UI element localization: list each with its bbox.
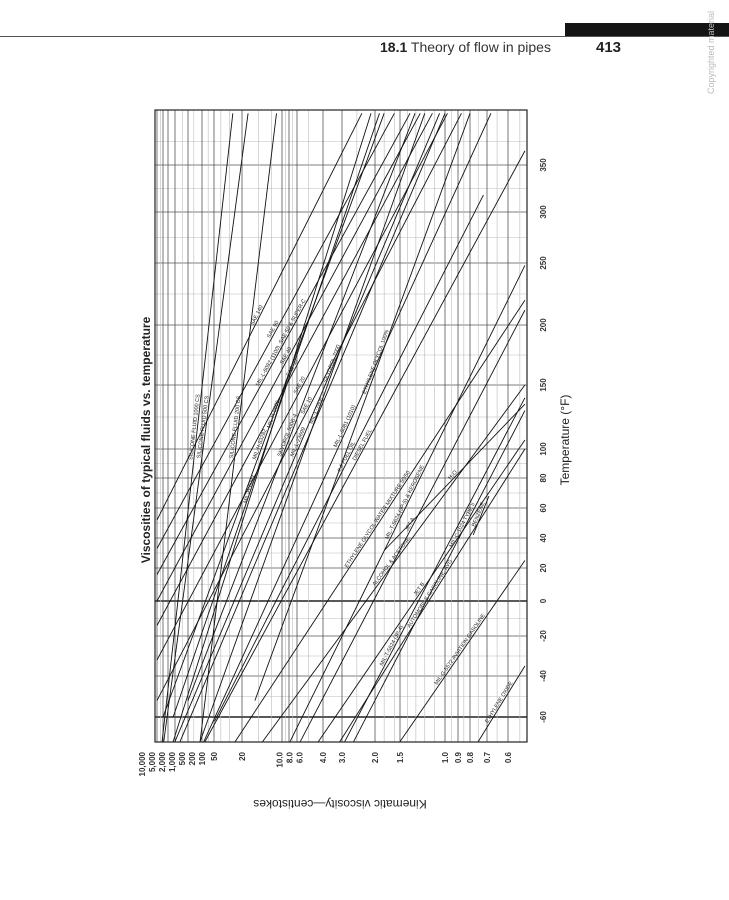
y-tick-label: 2.0 — [371, 751, 380, 763]
series-line — [353, 410, 526, 742]
series-line — [163, 113, 249, 742]
series-line — [174, 113, 440, 742]
series-line — [204, 150, 526, 742]
x-tick-label: 80 — [539, 473, 548, 482]
series-label: MIL-H-6083 — [243, 475, 257, 505]
series-label: MIL-H-5606 — [266, 400, 281, 429]
y-tick-label: 100 — [198, 751, 207, 765]
series-label: MIL-G-5572 AVIATION GASOLINE — [434, 613, 487, 687]
series-line — [187, 113, 416, 701]
series-line — [344, 397, 526, 742]
series-label: ETHYLENE OXIDE — [484, 680, 514, 724]
series-label: MIL-T-5624 (JP-4) — [379, 625, 405, 667]
series-line — [156, 113, 421, 602]
y-tick-label: 5,000 — [148, 751, 157, 772]
series-label: ETHYLENE GLYCOL WATER MIXTURE 50/50 — [344, 470, 412, 569]
y-tick-label: 3.0 — [338, 751, 347, 763]
series-line — [299, 309, 526, 742]
y-tick-label: 0.9 — [454, 751, 463, 763]
section-title: Theory of flow in pipes — [410, 39, 551, 55]
x-tick-label: -20 — [539, 630, 548, 642]
series-line — [289, 265, 526, 742]
y-tick-label: 1.0 — [441, 751, 450, 763]
series-line — [477, 665, 526, 742]
y-tick-label: 10,000 — [138, 751, 147, 776]
series-lines — [156, 113, 526, 742]
y-tick-label: 200 — [188, 751, 197, 765]
header-rule — [0, 36, 729, 37]
x-tick-label: 250 — [539, 256, 548, 270]
series-label: ALCOHOL & ACETONE — [372, 536, 412, 587]
x-tick-label: 150 — [539, 378, 548, 392]
y-tick-label: 2,000 — [158, 751, 167, 772]
chart-title: Viscosities of typical fluids vs. temper… — [139, 316, 153, 563]
viscosity-tick-labels: 10,000 5,000 2,000 1,000 500 200 100 50 20 10.0 8.… — [138, 751, 513, 776]
x-tick-label: 300 — [539, 205, 548, 219]
y-tick-label: 0.6 — [504, 751, 513, 763]
series-line — [399, 560, 526, 742]
y-tick-label: 10.0 — [275, 751, 284, 767]
series-line — [199, 113, 426, 742]
y-tick-label: 20 — [238, 751, 247, 760]
page-number: 413 — [596, 39, 622, 56]
y-tick-label: 1.5 — [396, 751, 405, 763]
plot-frame — [154, 109, 528, 743]
x-tick-label: -40 — [539, 670, 548, 682]
series-line — [156, 113, 363, 521]
temperature-tick-labels: -60 -40 -20 0 20 40 60 80 100 150 200 250 300 350 — [539, 158, 548, 723]
y-tick-label: 500 — [178, 751, 187, 765]
series-line — [234, 299, 526, 742]
series-line — [156, 113, 462, 701]
series-line — [317, 439, 526, 742]
section-number: 18.1 — [380, 39, 408, 55]
x-tick-label: -60 — [539, 711, 548, 723]
x-axis-label: Temperature (°F) — [558, 395, 572, 486]
series-label: SAE 90 — [266, 320, 280, 339]
y-tick-label: 0.7 — [483, 751, 492, 763]
series-line — [156, 113, 448, 661]
series-line — [384, 403, 526, 551]
x-tick-label: 60 — [539, 503, 548, 512]
running-head: 18.1 Theory of flow in pipes — [380, 39, 551, 55]
y-axis-label: Kinematic viscosity—centistokes — [253, 797, 426, 811]
x-tick-label: 20 — [539, 563, 548, 572]
x-tick-label: 40 — [539, 533, 548, 542]
series-line — [156, 113, 411, 575]
header-black-bar — [565, 23, 729, 36]
series-label: H₂O — [447, 469, 459, 481]
y-tick-label: 1,000 — [168, 751, 177, 772]
series-line — [162, 113, 385, 718]
y-tick-label: 8.0 — [285, 751, 294, 763]
series-line — [172, 113, 372, 742]
x-tick-label: 100 — [539, 442, 548, 456]
x-tick-label: 0 — [539, 598, 548, 603]
grid — [155, 110, 527, 742]
series-label: SAE 20 — [293, 376, 307, 395]
series-line — [156, 113, 433, 626]
y-tick-label: 0.8 — [466, 751, 475, 763]
y-tick-label: 4.0 — [319, 751, 328, 763]
series-line — [203, 113, 492, 742]
series-line — [214, 194, 484, 722]
series-label: JET A — [404, 517, 416, 533]
series-line — [161, 113, 234, 742]
x-tick-label: 200 — [539, 318, 548, 332]
series-line — [262, 384, 526, 742]
x-tick-label: 350 — [539, 158, 548, 172]
series-line — [472, 495, 490, 536]
y-tick-label: 6.0 — [295, 751, 304, 763]
series-line — [254, 113, 471, 701]
y-tick-label: 50 — [210, 751, 219, 760]
